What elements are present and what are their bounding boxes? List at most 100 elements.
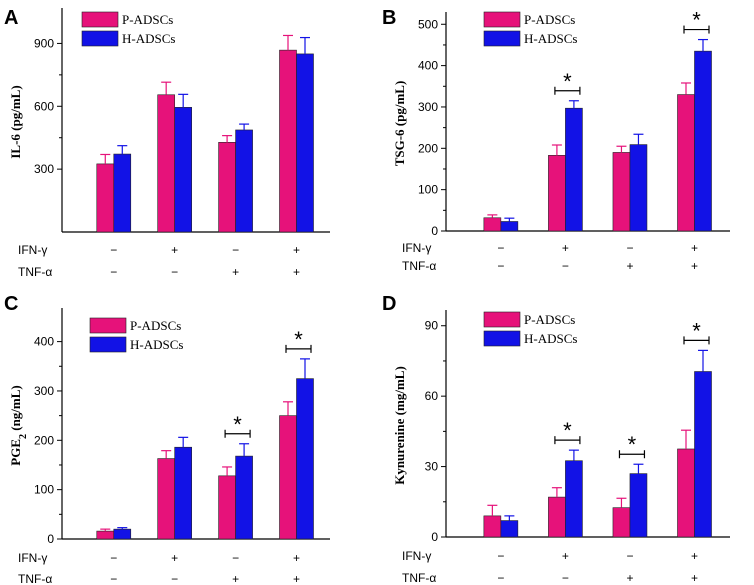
bar-p-adscs-1 [96, 163, 115, 233]
y-tick-label: 60 [425, 389, 439, 403]
ifn-gamma-sign: + [562, 241, 569, 255]
ifn-gamma-sign: − [110, 551, 117, 565]
bar-h-adscs-1 [500, 520, 519, 538]
tnf-alpha-sign: + [232, 265, 239, 279]
ifn-gamma-sign: − [232, 243, 239, 257]
y-tick-label: 30 [425, 460, 439, 474]
legend-swatch [89, 336, 127, 353]
ifn-gamma-sign: + [293, 551, 300, 565]
tnf-alpha-sign: − [562, 571, 569, 585]
bar-h-adscs-3 [235, 129, 253, 233]
ifn-gamma-label: IFN-γ [18, 243, 47, 257]
ifn-gamma-sign: − [626, 549, 633, 563]
tnf-alpha-label: TNF-α [402, 259, 436, 273]
panel-letter: B [382, 7, 396, 29]
significance-star: * [294, 327, 303, 352]
y-tick-label: 300 [34, 162, 54, 176]
tnf-alpha-sign: + [626, 259, 633, 273]
ifn-gamma-label: IFN-γ [402, 241, 431, 255]
bar-p-adscs-3 [612, 152, 631, 232]
legend-label: P-ADSCs [130, 318, 181, 333]
y-axis-label: PGE2 (ng/mL) [8, 385, 29, 465]
ifn-gamma-sign: + [293, 243, 300, 257]
bar-h-adscs-3 [235, 455, 253, 540]
ifn-gamma-sign: + [691, 241, 698, 255]
bar-p-adscs-1 [483, 217, 502, 232]
tnf-alpha-sign: + [293, 265, 300, 279]
y-axis-label: Kynurenine (mg/mL) [392, 366, 407, 485]
bar-p-adscs-4 [677, 94, 695, 232]
ifn-gamma-label: IFN-γ [18, 551, 47, 565]
ifn-gamma-sign: + [171, 243, 178, 257]
y-tick-label: 300 [418, 100, 438, 114]
tnf-alpha-sign: + [626, 571, 633, 585]
bar-p-adscs-4 [677, 448, 695, 538]
y-tick-label: 0 [431, 530, 438, 544]
legend-swatch [89, 317, 127, 334]
bar-h-adscs-4 [296, 378, 314, 540]
y-tick-label: 100 [418, 183, 438, 197]
tnf-alpha-label: TNF-α [18, 265, 52, 279]
y-tick-label: 600 [34, 99, 54, 113]
y-tick-label: 0 [47, 532, 54, 546]
bar-p-adscs-1 [96, 530, 115, 540]
panel-letter: D [382, 293, 396, 315]
legend-label: H-ADSCs [524, 31, 577, 46]
tnf-alpha-label: TNF-α [402, 571, 436, 585]
panel-letter: A [4, 7, 18, 29]
legend-swatch [483, 330, 521, 347]
y-tick-label: 400 [34, 335, 54, 349]
tnf-alpha-sign: − [110, 572, 117, 585]
significance-star: * [692, 318, 701, 343]
legend-swatch [483, 11, 521, 28]
tnf-alpha-sign: + [293, 572, 300, 585]
ifn-gamma-sign: − [626, 241, 633, 255]
legend-label: H-ADSCs [130, 337, 183, 352]
bar-h-adscs-4 [694, 371, 712, 538]
tnf-alpha-sign: − [171, 265, 178, 279]
ifn-gamma-sign: − [110, 243, 117, 257]
y-tick-label: 200 [34, 433, 54, 447]
bar-p-adscs-2 [157, 94, 175, 233]
legend-swatch [81, 11, 119, 28]
ifn-gamma-sign: + [691, 549, 698, 563]
ifn-gamma-sign: + [562, 549, 569, 563]
bar-h-adscs-1 [113, 153, 132, 233]
y-tick-label: 400 [418, 59, 438, 73]
y-tick-label: 200 [418, 141, 438, 155]
bar-p-adscs-4 [279, 49, 297, 233]
bar-h-adscs-2 [174, 446, 192, 540]
y-tick-label: 90 [425, 319, 439, 333]
panel-letter: C [4, 293, 18, 315]
y-tick-label: 900 [34, 36, 54, 50]
tnf-alpha-label: TNF-α [18, 572, 52, 585]
tnf-alpha-sign: − [562, 259, 569, 273]
chart-panel-d: D 0 30 60 90 Kynurenine (mg/mL) * * * P-ADSCs H-AD… [382, 293, 730, 585]
legend-label: P-ADSCs [524, 12, 575, 27]
bar-h-adscs-1 [113, 528, 132, 540]
tnf-alpha-sign: + [691, 259, 698, 273]
bar-h-adscs-3 [629, 473, 648, 538]
bar-h-adscs-2 [174, 107, 192, 233]
significance-star: * [233, 412, 242, 437]
legend-swatch [483, 30, 521, 47]
significance-star: * [563, 418, 572, 443]
y-tick-label: 100 [34, 483, 54, 497]
bar-h-adscs-3 [629, 144, 648, 232]
tnf-alpha-sign: − [497, 259, 504, 273]
tnf-alpha-sign: − [497, 571, 504, 585]
bar-p-adscs-2 [548, 496, 566, 538]
bar-h-adscs-2 [565, 107, 583, 232]
tnf-alpha-sign: − [171, 572, 178, 585]
bar-h-adscs-2 [565, 460, 583, 538]
bar-h-adscs-4 [296, 53, 314, 233]
y-axis-label: IL-6 (pg/mL) [8, 85, 23, 158]
y-axis-label: TSG-6 (pg/mL) [392, 81, 407, 167]
ifn-gamma-sign: − [497, 241, 504, 255]
y-tick-label: 0 [431, 224, 438, 238]
legend-swatch [81, 30, 119, 47]
ifn-gamma-sign: − [497, 549, 504, 563]
bar-p-adscs-1 [483, 515, 502, 538]
bar-p-adscs-2 [157, 458, 175, 540]
